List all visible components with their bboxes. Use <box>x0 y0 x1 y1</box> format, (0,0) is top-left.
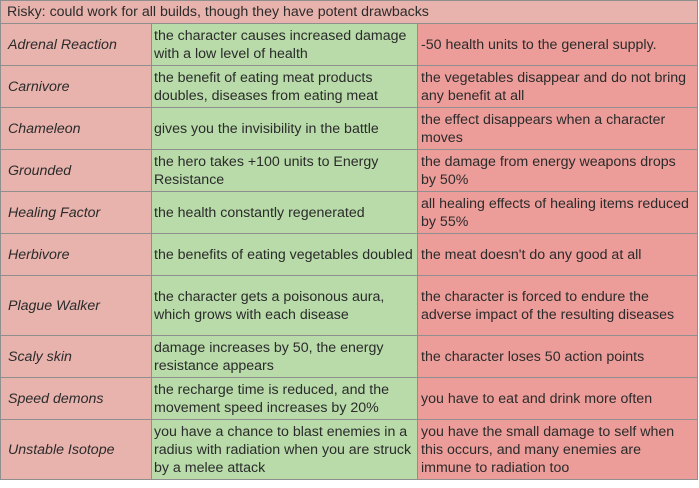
trait-benefit: gives you the invisibility in the battle <box>151 107 418 150</box>
trait-drawback: you have the small damage to self when t… <box>416 419 699 480</box>
table-row: Scaly skin damage increases by 50, the e… <box>0 335 699 378</box>
trait-benefit: the benefit of eating meat products doub… <box>151 65 418 108</box>
trait-benefit: the character gets a poisonous aura, whi… <box>151 275 418 336</box>
trait-name: Herbivore <box>0 233 152 276</box>
trait-name: Carnivore <box>0 65 152 108</box>
trait-benefit: damage increases by 50, the energy resis… <box>151 335 418 378</box>
trait-drawback: the effect disappears when a character m… <box>416 107 699 150</box>
trait-drawback: all healing effects of healing items red… <box>416 191 699 234</box>
trait-drawback: -50 health units to the general supply. <box>416 23 699 66</box>
trait-benefit: the recharge time is reduced, and the mo… <box>151 377 418 420</box>
trait-drawback: the character loses 50 action points <box>416 335 699 378</box>
trait-benefit: the health constantly regenerated <box>151 191 418 234</box>
table-row: Unstable Isotope you have a chance to bl… <box>0 419 699 480</box>
table-header: Risky: could work for all builds, though… <box>0 0 699 24</box>
table-row: Adrenal Reaction the character causes in… <box>0 23 699 66</box>
trait-benefit: the benefits of eating vegetables double… <box>151 233 418 276</box>
trait-name: Chameleon <box>0 107 152 150</box>
trait-drawback: the damage from energy weapons drops by … <box>416 149 699 192</box>
table-row: Plague Walker the character gets a poiso… <box>0 275 699 336</box>
trait-name: Grounded <box>0 149 152 192</box>
trait-drawback: the character is forced to endure the ad… <box>416 275 699 336</box>
table-row: Carnivore the benefit of eating meat pro… <box>0 65 699 108</box>
trait-name: Scaly skin <box>0 335 152 378</box>
table-row: Speed demons the recharge time is reduce… <box>0 377 699 420</box>
trait-drawback: the vegetables disappear and do not brin… <box>416 65 699 108</box>
trait-name: Speed demons <box>0 377 152 420</box>
trait-name: Healing Factor <box>0 191 152 234</box>
trait-benefit: the character causes increased damage wi… <box>151 23 418 66</box>
trait-drawback: the meat doesn't do any good at all <box>416 233 699 276</box>
trait-name: Plague Walker <box>0 275 152 336</box>
table-header-row: Risky: could work for all builds, though… <box>0 0 699 24</box>
table-row: Chameleon gives you the invisibility in … <box>0 107 699 150</box>
table-row: Herbivore the benefits of eating vegetab… <box>0 233 699 276</box>
trait-benefit: you have a chance to blast enemies in a … <box>151 419 418 480</box>
trait-drawback: you have to eat and drink more often <box>416 377 699 420</box>
trait-benefit: the hero takes +100 units to Energy Resi… <box>151 149 418 192</box>
table-row: Grounded the hero takes +100 units to En… <box>0 149 699 192</box>
trait-name: Adrenal Reaction <box>0 23 152 66</box>
table-row: Healing Factor the health constantly reg… <box>0 191 699 234</box>
trait-name: Unstable Isotope <box>0 419 152 480</box>
